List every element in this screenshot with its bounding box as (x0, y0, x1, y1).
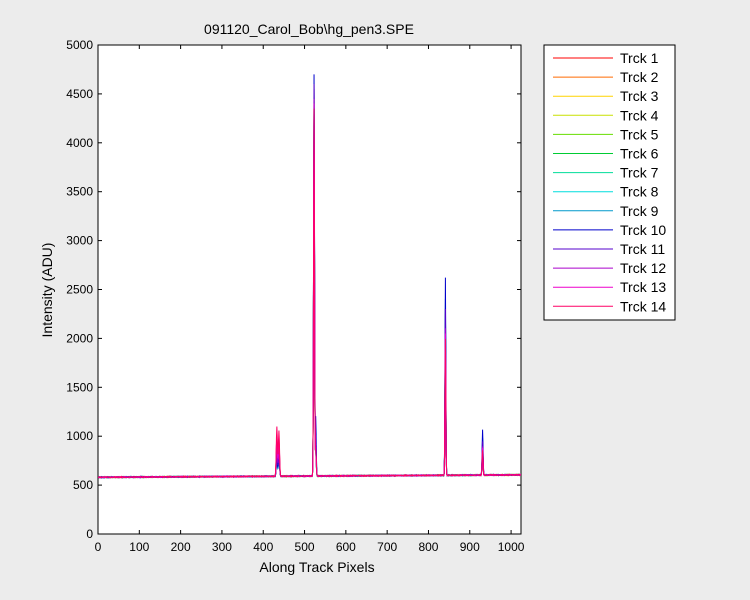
y-tick-label: 0 (86, 527, 93, 541)
legend-label: Trck 10 (620, 222, 666, 238)
legend-label: Trck 2 (620, 69, 659, 85)
legend-label: Trck 13 (620, 279, 666, 295)
axes: 0 100 200 300 400 500 600 700 800 900 1000 0 500 1000… (66, 38, 524, 554)
x-tick-label: 100 (129, 540, 149, 554)
y-tick-label: 500 (73, 478, 93, 492)
legend-label: Trck 8 (620, 184, 659, 200)
y-tick-label: 4500 (66, 87, 93, 101)
legend-label: Trck 14 (620, 298, 666, 314)
series-lines (98, 74, 521, 479)
y-tick-label: 1000 (66, 429, 93, 443)
y-tick-label: 2500 (66, 283, 93, 297)
legend-label: Trck 12 (620, 260, 666, 276)
legend-label: Trck 4 (620, 107, 659, 123)
legend-label: Trck 5 (620, 126, 659, 142)
legend-label: Trck 3 (620, 88, 659, 104)
x-tick-label: 600 (336, 540, 356, 554)
x-tick-label: 400 (253, 540, 273, 554)
x-tick-label: 1000 (498, 540, 525, 554)
y-axis-title: Intensity (ADU) (39, 243, 55, 338)
legend-label: Trck 11 (620, 241, 665, 257)
plot-area (97, 44, 522, 535)
x-tick-label: 700 (377, 540, 397, 554)
x-tick-label: 0 (95, 540, 102, 554)
x-tick-label: 300 (212, 540, 232, 554)
x-axis-title: Along Track Pixels (259, 559, 374, 575)
x-tick-label: 500 (295, 540, 315, 554)
legend-label: Trck 9 (620, 203, 659, 219)
y-tick-label: 1500 (66, 380, 93, 394)
legend-label: Trck 6 (620, 146, 659, 162)
y-tick-label: 3500 (66, 185, 93, 199)
legend-label: Trck 7 (620, 165, 659, 181)
legend-label: Trck 1 (620, 50, 659, 66)
y-tick-label: 3000 (66, 234, 93, 248)
y-tick-label: 2000 (66, 331, 93, 345)
x-tick-label: 800 (418, 540, 438, 554)
legend: Trck 1 Trck 2 Trck 3 Trck 4 Trck 5 Trck 6 Trck… (543, 44, 676, 321)
series-line (98, 108, 521, 479)
y-tick-label: 4000 (66, 136, 93, 150)
legend-box (543, 44, 676, 321)
x-tick-label: 200 (171, 540, 191, 554)
y-tick-label: 5000 (66, 38, 93, 52)
x-tick-label: 900 (460, 540, 480, 554)
chart-title: 091120_Carol_Bob\hg_pen3.SPE (204, 21, 414, 37)
